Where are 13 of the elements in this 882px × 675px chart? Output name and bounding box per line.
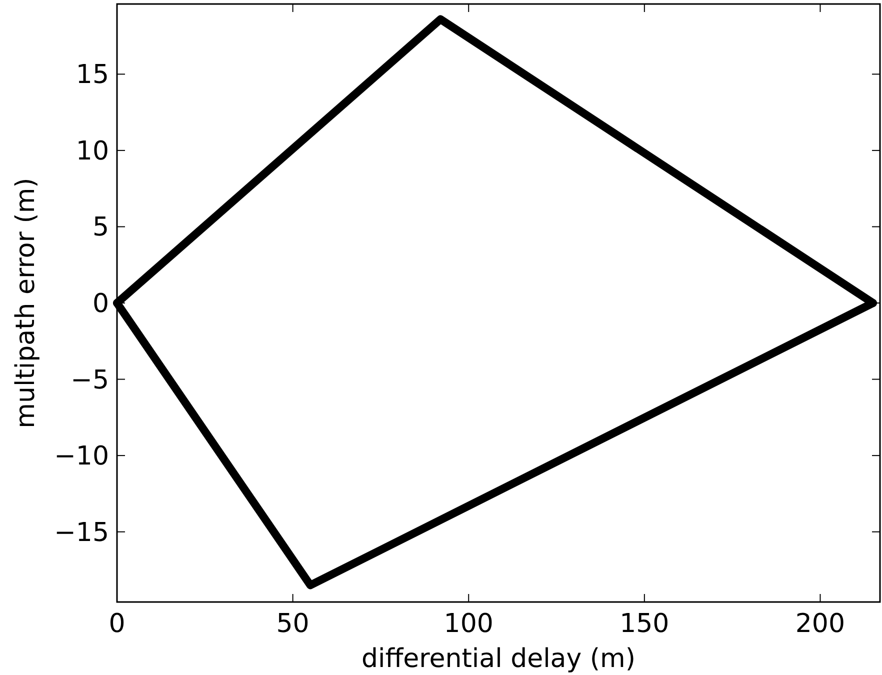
- y-tick-label: 15: [76, 60, 109, 90]
- y-tick-label: 5: [92, 212, 109, 243]
- x-tick-label: 200: [795, 609, 846, 639]
- x-tick-label: 50: [276, 609, 310, 639]
- y-tick-label: −15: [54, 518, 109, 548]
- y-axis-title: multipath error (m): [11, 178, 41, 428]
- x-tick-label: 150: [620, 609, 670, 639]
- x-axis-title: differential delay (m): [362, 644, 636, 674]
- y-tick-label: −10: [54, 442, 109, 472]
- y-tick-label: 0: [92, 289, 109, 319]
- y-tick-label: −5: [70, 365, 109, 396]
- y-tick-label: 10: [76, 136, 109, 166]
- x-tick-label: 100: [444, 609, 494, 639]
